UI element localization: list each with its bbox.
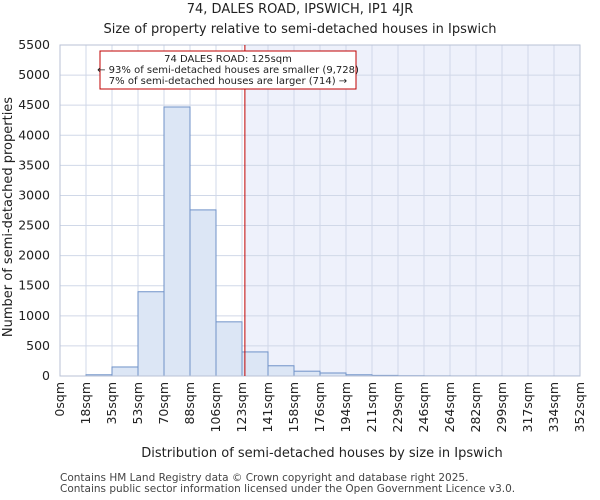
y-tick-label: 1500 [18, 278, 50, 293]
x-tick-label: 88sqm [182, 382, 197, 425]
x-tick-label: 211sqm [364, 382, 379, 432]
chart-title: 74, DALES ROAD, IPSWICH, IP1 4JR [187, 2, 413, 17]
x-tick-label: 141sqm [260, 382, 275, 432]
x-tick-label: 123sqm [234, 382, 249, 432]
y-tick-label: 5000 [18, 67, 50, 82]
x-tick-label: 246sqm [416, 382, 431, 432]
y-axis-label: Number of semi-detached properties [1, 97, 16, 337]
x-tick-label: 35sqm [104, 382, 119, 425]
y-tick-label: 5500 [18, 37, 50, 52]
annotation-text: ← 93% of semi-detached houses are smalle… [97, 65, 359, 76]
x-tick-label: 229sqm [390, 382, 405, 432]
footer-copyright: Contains HM Land Registry data © Crown c… [60, 472, 469, 484]
x-tick-label: 352sqm [572, 382, 587, 432]
y-tick-label: 3500 [18, 157, 50, 172]
chart-subtitle: Size of property relative to semi-detach… [103, 22, 496, 37]
x-tick-label: 70sqm [156, 382, 171, 425]
histogram-bar [267, 365, 295, 377]
histogram-bar [293, 370, 321, 377]
y-tick-label: 0 [42, 368, 50, 383]
x-tick-label: 53sqm [130, 382, 145, 425]
y-tick-label: 3000 [18, 187, 50, 202]
y-tick-label: 2500 [18, 218, 50, 233]
highlight-region [244, 45, 580, 376]
x-tick-label: 106sqm [208, 382, 223, 432]
x-tick-label: 194sqm [338, 382, 353, 432]
annotation-box [99, 50, 357, 90]
y-tick-label: 4500 [18, 97, 50, 112]
y-tick-label: 500 [26, 338, 50, 353]
x-tick-label: 0sqm [52, 382, 67, 417]
x-tick-label: 282sqm [468, 382, 483, 432]
annotation-text: 74 DALES ROAD: 125sqm [164, 54, 292, 65]
x-tick-label: 176sqm [312, 382, 327, 432]
x-axis-label: Distribution of semi-detached houses by … [141, 446, 502, 461]
histogram-bar [189, 209, 217, 377]
x-tick-label: 299sqm [494, 382, 509, 432]
x-tick-label: 158sqm [286, 382, 301, 432]
y-tick-label: 2000 [18, 248, 50, 263]
annotation-text: 7% of semi-detached houses are larger (7… [109, 76, 347, 87]
histogram-bar [163, 106, 191, 377]
histogram-bar [137, 291, 165, 377]
plot-area: 0 500 1000 1500 2000 2500 3000 3500 4000 4500 5000… [18, 37, 587, 432]
x-tick-label: 334sqm [546, 382, 561, 432]
x-tick-label: 317sqm [520, 382, 535, 432]
histogram-bar [215, 321, 243, 377]
histogram-bar [241, 351, 269, 377]
x-tick-label: 264sqm [442, 382, 457, 432]
histogram-bar [111, 366, 139, 377]
y-tick-label: 4000 [18, 127, 50, 142]
x-tick-label: 18sqm [78, 382, 93, 425]
plot-border [59, 44, 581, 377]
y-tick-label: 1000 [18, 308, 50, 323]
footer-licence: Contains public sector information licen… [60, 483, 516, 495]
